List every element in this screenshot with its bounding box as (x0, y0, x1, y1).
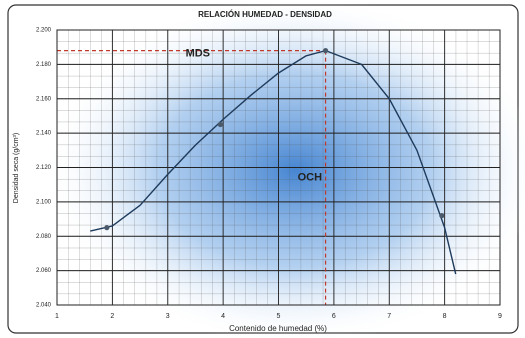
annotation: OCH (298, 172, 323, 184)
data-point (104, 225, 110, 231)
x-tick-label: 1 (55, 313, 59, 320)
x-axis-label: Contenido de humedad (%) (229, 324, 327, 333)
annotation: MDS (186, 48, 210, 60)
y-axis-label: Densidad seca (g/cm³) (13, 133, 20, 203)
y-tick-label: 2.200 (36, 28, 52, 34)
x-tick-label: 6 (332, 313, 336, 320)
plot-border (56, 29, 501, 306)
y-tick-label: 2.140 (36, 131, 52, 137)
data-point (217, 121, 223, 128)
y-tick-label: 2.040 (36, 303, 52, 309)
y-tick-label: 2.120 (36, 165, 52, 171)
y-tick-label: 2.180 (36, 62, 52, 68)
y-tick-label: 2.060 (36, 268, 52, 274)
data-point (322, 48, 329, 54)
x-tick-label: 9 (498, 313, 502, 320)
fitted-curve (90, 49, 457, 275)
y-tick-label: 2.160 (36, 96, 52, 102)
x-tick-label: 5 (277, 313, 281, 320)
plot: 2.040 2.060 2.080 2.100 2.120 2.140 2.160 2.180… (36, 28, 502, 320)
x-tick-label: 8 (443, 313, 447, 320)
y-tick-label: 2.100 (36, 199, 52, 205)
x-tick-label: 2 (110, 313, 114, 320)
x-tick-label: 4 (221, 313, 225, 320)
x-tick-label: 7 (387, 313, 391, 320)
data-point (439, 213, 445, 219)
chart-title: RELACIÓN HUMEDAD - DENSIDAD (198, 10, 332, 19)
x-tick-label: 3 (166, 313, 170, 320)
y-tick-label: 2.080 (36, 234, 52, 240)
